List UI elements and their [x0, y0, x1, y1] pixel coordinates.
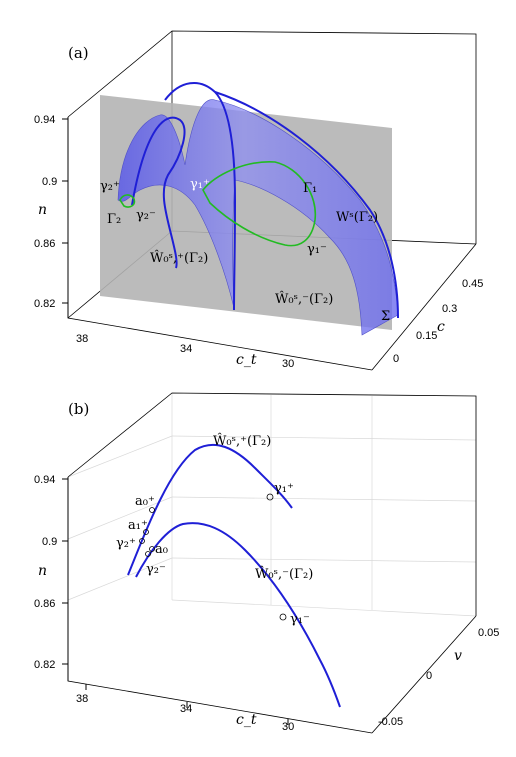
x-axis-label-a: c_t	[236, 352, 257, 368]
z-tick-a: 0.3	[442, 303, 457, 315]
x-axis-label-b: c_t	[236, 712, 257, 728]
gamma2-plus-label-a: γ₂⁺	[100, 179, 120, 194]
orbit-gamma1	[202, 161, 317, 247]
a1-plus-marker	[143, 529, 149, 535]
W0-plus-curve-a	[131, 116, 186, 269]
y-tick-b: 0.86	[34, 598, 55, 610]
y-tick-a: 0.9	[42, 176, 57, 188]
a0-plus-label: a₀⁺	[135, 494, 155, 509]
y-tick-a: 0.86	[34, 238, 55, 250]
y-axis-label-a: n	[38, 202, 47, 218]
W0-plus-label-b: Ŵ₀ˢ,⁺(Γ₂)	[213, 433, 271, 449]
gamma2-minus-label-b: γ₂⁻	[146, 562, 166, 577]
y-axis-label-b: n	[38, 563, 47, 579]
W0-minus-label-a: Ŵ₀ˢ,⁻(Γ₂)	[275, 291, 333, 307]
z-tick-b: -0.05	[378, 716, 403, 728]
x-tick-a: 30	[282, 358, 294, 370]
gamma1-plus-marker	[266, 493, 274, 501]
z-tick-b: 0.05	[478, 627, 499, 639]
stable-manifold-surface	[117, 99, 399, 336]
panel-b-x-axis: 38 34 30 c_t	[76, 684, 294, 733]
gamma2-minus-label-a: γ₂⁻	[136, 208, 156, 223]
gamma1-minus-label-a: γ₁⁻	[307, 242, 327, 257]
z-tick-a: 0	[393, 353, 399, 365]
W0-outer-edge-a	[214, 91, 399, 319]
panel-a-label: (a)	[68, 44, 89, 62]
gamma2-minus-marker	[145, 551, 151, 557]
Gamma2-label-a: Γ₂	[107, 212, 121, 227]
panel-b-z-axis: 0.05 0 -0.05 v	[378, 627, 499, 728]
gamma1-plus-label-b: γ₁⁺	[274, 481, 294, 496]
a1-plus-label: a₁⁺	[128, 518, 148, 533]
W0-minus-label-b: Ŵ₀ˢ,⁻(Γ₂)	[255, 566, 313, 582]
a0-marker	[149, 546, 155, 552]
y-tick-a: 0.82	[34, 298, 55, 310]
y-tick-b: 0.94	[34, 474, 55, 486]
W0-plus-label-a: Ŵ₀ˢ,⁺(Γ₂)	[150, 250, 208, 266]
section-sigma-label: Σ	[381, 309, 390, 324]
z-axis-label-a: c	[437, 319, 445, 335]
panel-b-y-axis: 0.94 0.9 0.86 0.82 n	[34, 474, 69, 681]
y-tick-a: 0.94	[34, 114, 55, 126]
x-tick-b: 34	[180, 703, 192, 715]
W0-minus-curve-b	[135, 522, 341, 708]
W0-minus-curve-a	[164, 81, 237, 311]
x-tick-a: 38	[76, 333, 88, 345]
y-tick-b: 0.9	[42, 536, 57, 548]
gamma1-minus-label-b: γ₁⁻	[290, 612, 310, 627]
z-tick-a: 0.45	[462, 278, 483, 290]
panel-a-x-axis: 38 34 30 c_t	[76, 333, 294, 370]
x-tick-a: 34	[180, 343, 192, 355]
z-tick-a: 0.15	[416, 330, 437, 342]
gamma2-plus-label-b: γ₂⁺	[116, 536, 136, 551]
panel-b-markers	[139, 493, 287, 621]
panel-b-box	[67, 392, 477, 734]
gamma2-plus-marker	[139, 538, 145, 544]
z-axis-label-b: v	[454, 648, 462, 664]
a0-label: a₀	[155, 542, 168, 557]
orbit-gamma2	[119, 194, 136, 208]
x-tick-b: 38	[76, 693, 88, 705]
panel-b: (b)	[34, 392, 499, 734]
panel-a-z-axis: 0.45 0.3 0.15 0 c	[393, 278, 483, 365]
panel-a: (a) γ₂⁺ Γ₂ γ₂⁻ γ₁⁺ Γ₁ γ₁⁻ Wˢ(Γ₂) Ŵ₀ˢ,⁺(Γ…	[34, 30, 483, 371]
z-tick-b: 0	[426, 670, 432, 682]
a0-plus-marker	[149, 507, 155, 513]
x-tick-b: 30	[282, 721, 294, 733]
W0-plus-curve-b	[127, 443, 293, 576]
y-tick-b: 0.82	[34, 659, 55, 671]
panel-a-y-axis: 0.94 0.9 0.86 0.82 n	[34, 114, 69, 318]
Ws-Gamma2-label: Wˢ(Γ₂)	[336, 210, 378, 225]
Gamma1-label-a: Γ₁	[303, 181, 317, 196]
gamma1-minus-marker	[279, 613, 287, 621]
panel-b-label: (b)	[68, 400, 89, 418]
gamma1-plus-label-a: γ₁⁺	[190, 177, 210, 192]
